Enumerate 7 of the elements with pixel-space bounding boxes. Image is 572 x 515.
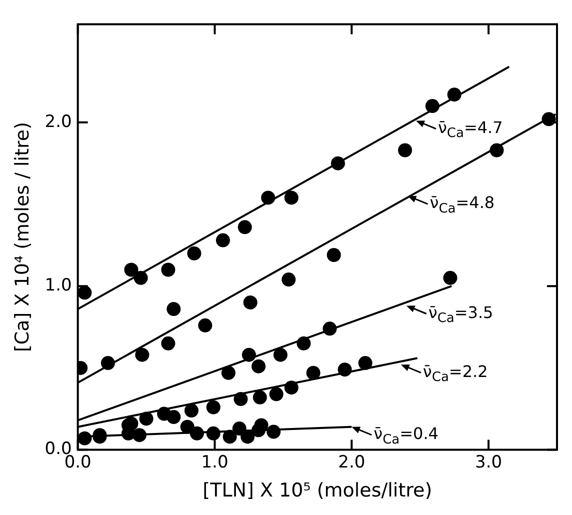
x-axis-title: [TLN] X 10⁵ (moles/litre) [202,480,432,502]
x-tick-label: 1.0 [201,452,228,472]
y-tick-label: 1.0 [44,276,72,296]
x-tick-label: 3.0 [475,452,502,472]
y-tick-label: 2.0 [44,112,72,132]
x-tick-label: 2.0 [338,452,366,472]
y-axis-title: [Ca] X 10⁴ (moles / litre) [11,122,34,352]
